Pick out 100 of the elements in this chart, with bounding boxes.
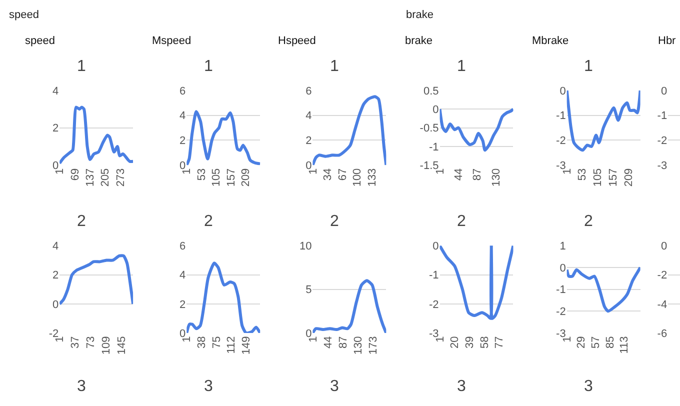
y-tick-label: 6 <box>180 240 186 253</box>
y-tick-label: -0.5 <box>420 122 439 135</box>
x-tick-label: 53 <box>576 168 589 181</box>
y-tick-label: 1 <box>560 240 566 253</box>
x-tick-label: 73 <box>85 336 98 348</box>
x-tick-label: 273 <box>114 168 127 187</box>
text: Mspeed <box>152 35 192 47</box>
x-tick-label: 145 <box>116 336 128 355</box>
text: 3 <box>77 378 86 395</box>
y-tick-label: 0 <box>432 240 439 253</box>
y-tick-label: -3 <box>657 160 668 172</box>
line-series <box>566 266 640 313</box>
y-tick-label: 5 <box>306 284 312 296</box>
x-tick-label: 137 <box>84 168 97 187</box>
text: 3 <box>457 378 466 395</box>
x-tick-label: 87 <box>472 168 484 181</box>
x-tick-label: 34 <box>322 168 334 181</box>
y-tick-label: -4 <box>657 298 668 311</box>
y-tick-label: -1 <box>556 284 566 296</box>
chart-title: 1 <box>77 58 86 75</box>
y-tick-label: 2 <box>306 135 312 148</box>
y-tick-label: -2 <box>556 306 566 318</box>
y-tick-label: 0 <box>180 160 186 172</box>
line-series <box>186 110 260 166</box>
y-tick-label: -1 <box>556 110 566 122</box>
x-tick-label: 157 <box>225 168 238 187</box>
x-tick-label: 173 <box>368 336 380 355</box>
x-tick-label: 53 <box>196 168 208 181</box>
x-tick-label: 205 <box>100 168 112 187</box>
x-tick-label: 37 <box>70 336 82 348</box>
y-tick-label: 0.5 <box>423 85 439 98</box>
chart-title: 2 <box>584 213 593 230</box>
y-tick-label: 0 <box>432 104 439 116</box>
text: 3 <box>204 378 213 395</box>
y-tick-label: -3 <box>556 328 566 340</box>
text: 3 <box>330 378 339 395</box>
text: 3 <box>584 378 593 395</box>
x-tick-label: 75 <box>210 336 223 348</box>
y-tick-label: 0 <box>52 160 59 172</box>
x-tick-label: 130 <box>490 168 502 187</box>
y-tick-label: 0 <box>52 298 59 311</box>
y-tick-label: 6 <box>180 85 186 98</box>
chart-title: 2 <box>330 213 339 230</box>
line-series <box>440 246 514 320</box>
x-tick-label: 105 <box>592 168 604 187</box>
chart-title: 1 <box>204 58 213 75</box>
chart-title: 1 <box>584 58 593 75</box>
x-tick-label: 39 <box>464 336 476 348</box>
y-tick-label: 0 <box>306 328 312 340</box>
text: brake <box>405 35 433 47</box>
y-tick-label: 0 <box>660 85 668 98</box>
x-tick-label: 149 <box>240 336 252 355</box>
y-tick-label: -1.5 <box>420 160 439 172</box>
x-tick-label: 20 <box>449 336 462 348</box>
y-tick-label: 2 <box>52 270 59 282</box>
y-tick-label: -2 <box>657 270 668 282</box>
y-tick-label: 4 <box>52 240 59 253</box>
y-tick-label: 2 <box>52 122 59 135</box>
text: brake <box>406 9 434 21</box>
y-tick-label: 0 <box>306 160 312 172</box>
line-series <box>312 279 386 334</box>
x-tick-label: 77 <box>494 336 506 348</box>
x-tick-label: 85 <box>604 336 616 348</box>
y-tick-label: 2 <box>180 135 186 148</box>
y-tick-label: -3 <box>429 328 439 340</box>
x-tick-label: 87 <box>338 336 350 348</box>
y-tick-label: 4 <box>52 85 59 98</box>
y-tick-label: -2 <box>556 135 566 148</box>
x-tick-label: 209 <box>240 168 252 187</box>
x-tick-label: 109 <box>100 336 113 355</box>
y-tick-label: -6 <box>657 328 668 340</box>
line-series <box>440 108 514 152</box>
line-series <box>312 95 386 166</box>
x-tick-label: 44 <box>453 168 466 181</box>
text: speed <box>9 9 39 21</box>
text: Mbrake <box>532 35 569 47</box>
y-tick-label: -3 <box>556 160 566 172</box>
x-tick-label: 130 <box>352 336 365 355</box>
text: speed <box>25 35 55 47</box>
y-tick-label: 4 <box>306 110 312 122</box>
x-tick-label: 133 <box>366 168 378 187</box>
y-tick-label: 0 <box>560 262 566 274</box>
y-tick-label: 0 <box>660 240 668 253</box>
x-tick-label: 67 <box>336 168 349 181</box>
chart-title: 2 <box>77 213 86 230</box>
y-tick-label: 0 <box>180 328 186 340</box>
x-tick-label: 105 <box>210 168 223 187</box>
x-tick-label: 58 <box>478 336 491 348</box>
x-tick-label: 69 <box>69 168 82 181</box>
x-tick-label: 57 <box>590 336 602 348</box>
line-series <box>186 262 260 334</box>
text: Hbr <box>658 35 676 47</box>
x-tick-label: 100 <box>352 168 364 187</box>
y-tick-label: -2 <box>657 135 668 148</box>
x-tick-label: 112 <box>226 336 238 354</box>
x-tick-label: 44 <box>322 336 334 348</box>
chart-title: 1 <box>457 58 466 75</box>
y-tick-label: 4 <box>180 110 186 122</box>
y-tick-label: 10 <box>299 240 312 253</box>
line-series <box>566 90 640 152</box>
